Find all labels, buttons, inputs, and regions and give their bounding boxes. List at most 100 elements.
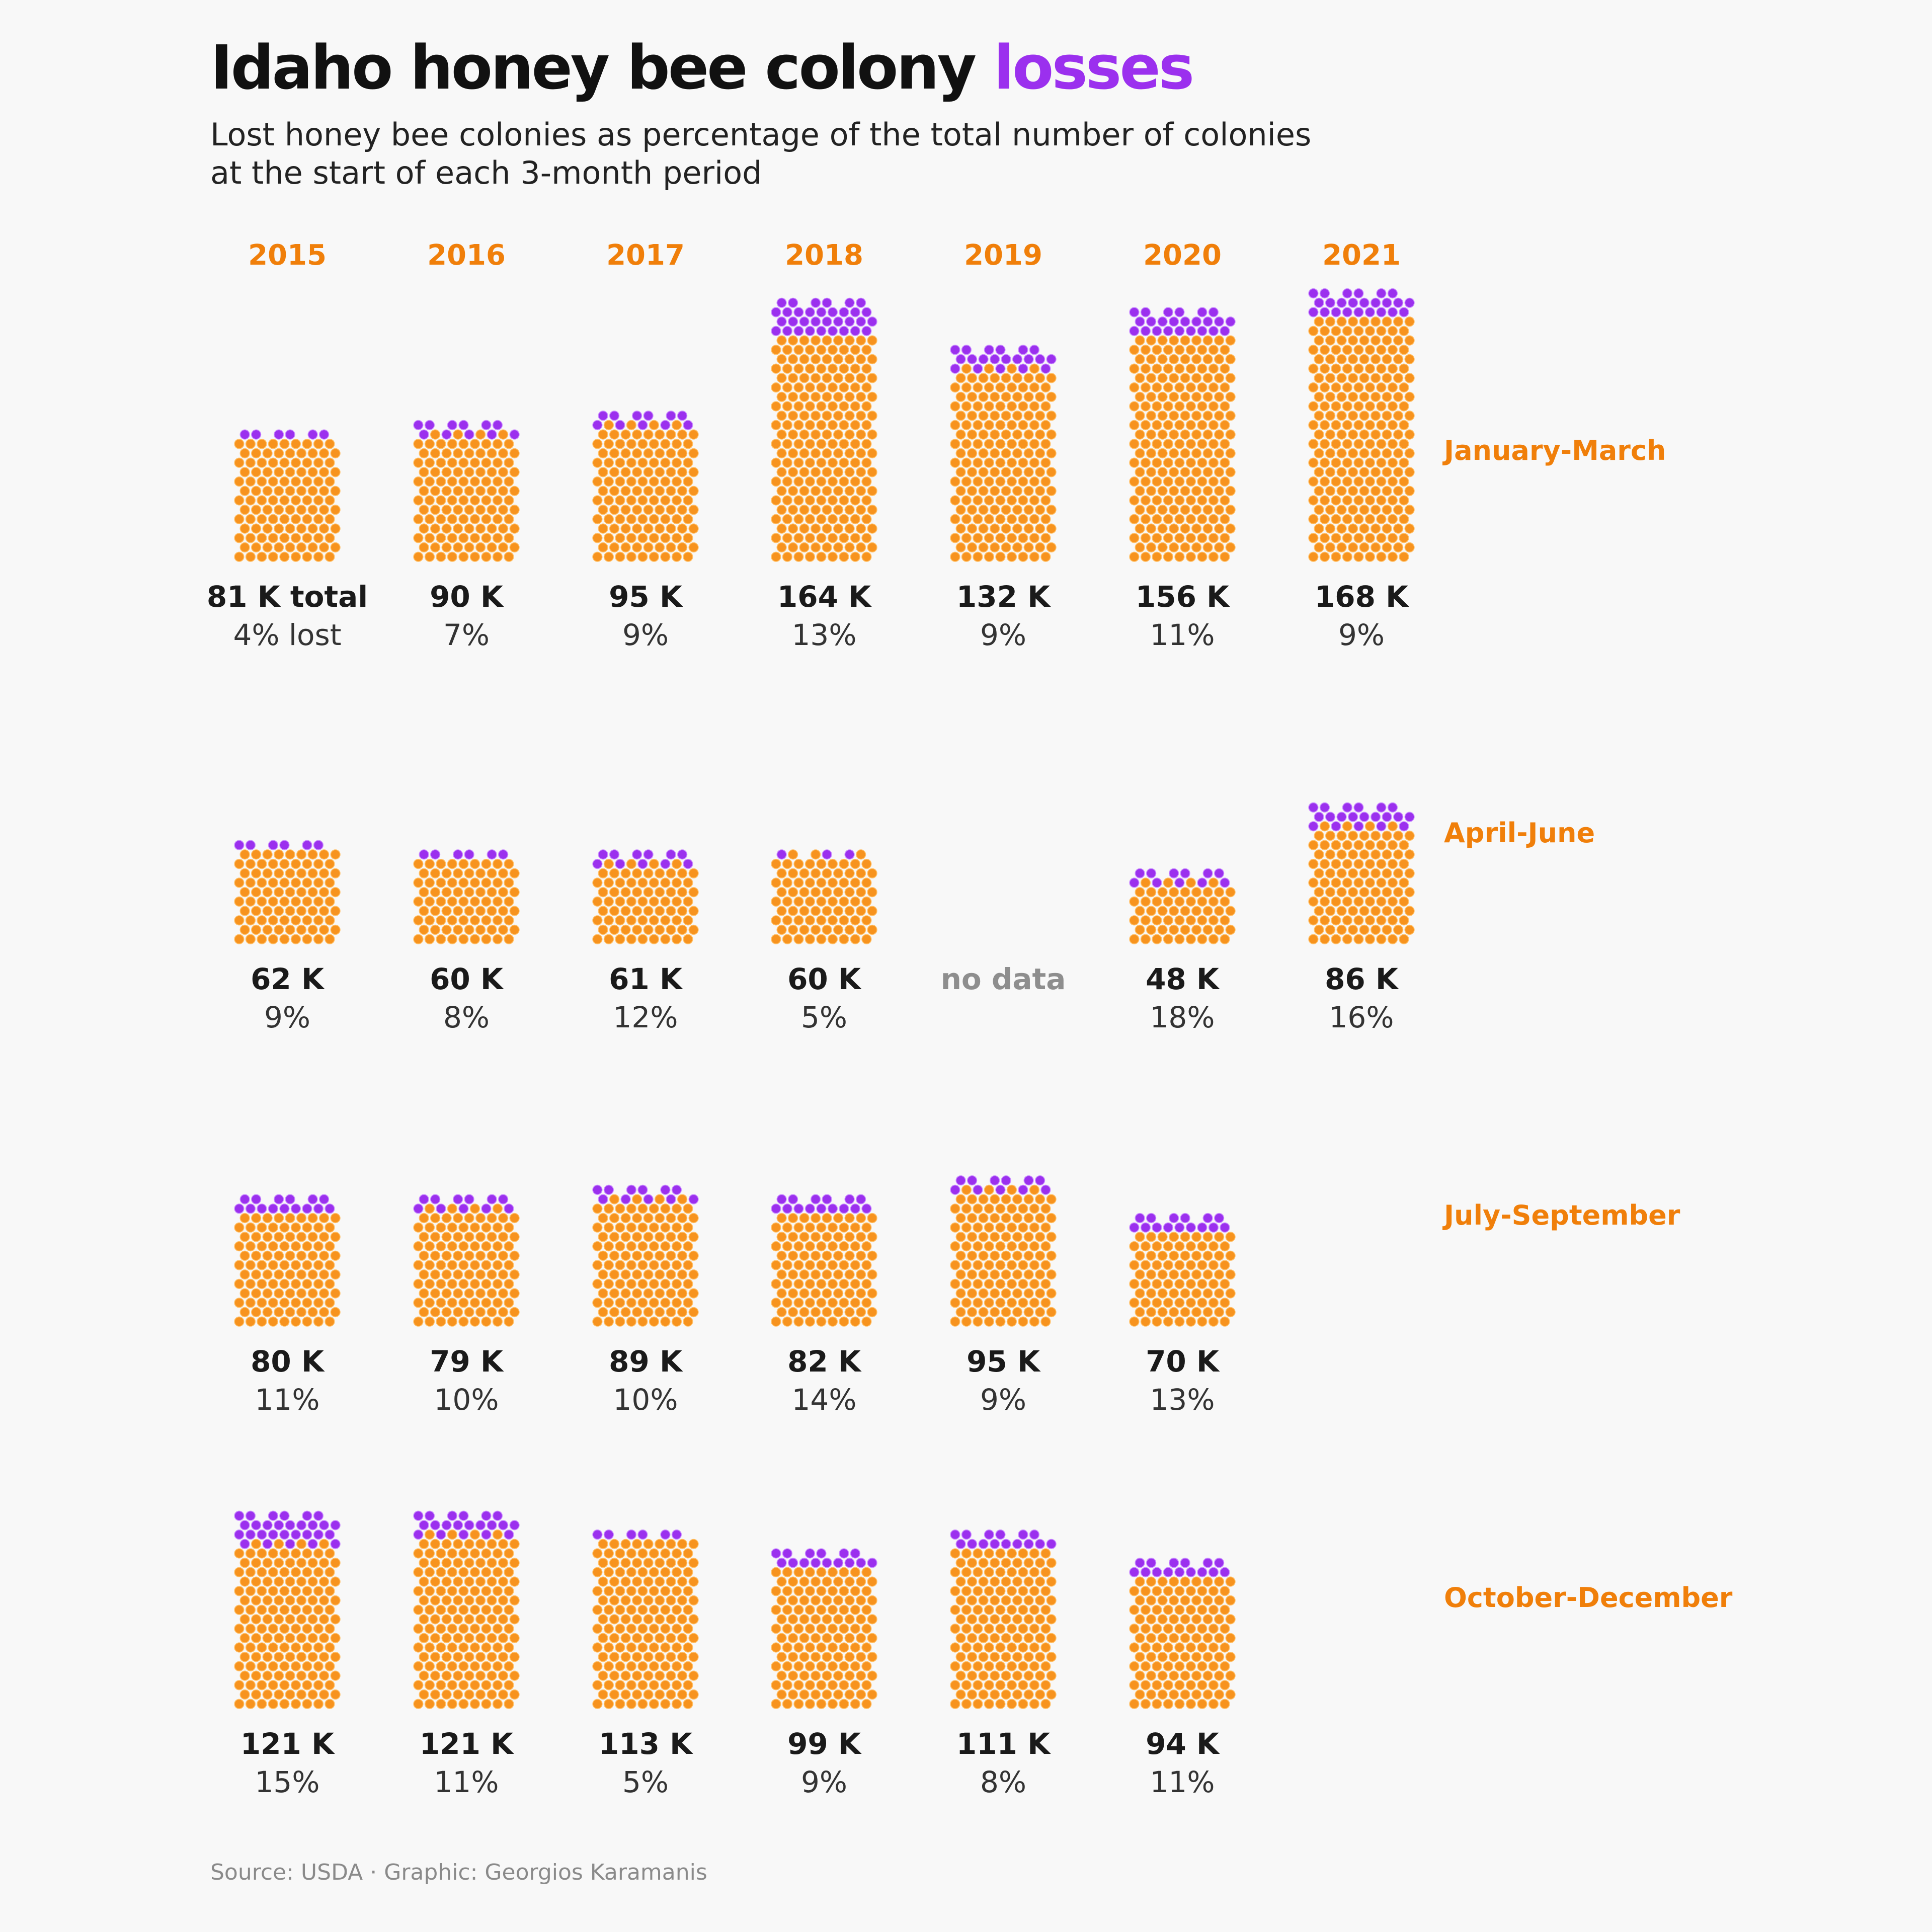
colony-dot bbox=[793, 533, 804, 543]
colony-dot bbox=[1135, 411, 1145, 421]
colony-dot bbox=[273, 1670, 284, 1681]
colony-dot bbox=[318, 1652, 330, 1662]
colony-dot bbox=[1012, 1576, 1023, 1587]
colony-dot bbox=[1382, 486, 1392, 496]
colony-dot bbox=[603, 476, 614, 487]
colony-dot bbox=[855, 411, 866, 421]
colony-dot bbox=[816, 858, 827, 869]
colony-dot bbox=[302, 495, 312, 506]
colony-dot bbox=[1157, 1595, 1168, 1606]
colony-dot bbox=[649, 533, 659, 543]
colony-dot bbox=[1169, 523, 1179, 534]
lost-colony-dot bbox=[1202, 1558, 1213, 1568]
total-label-2017: 61 K bbox=[609, 962, 683, 996]
colony-dot bbox=[793, 382, 804, 393]
colony-dot bbox=[967, 1288, 978, 1299]
colony-dot bbox=[1146, 887, 1157, 898]
colony-dot bbox=[844, 411, 855, 421]
colony-dot bbox=[615, 1624, 625, 1634]
colony-dot bbox=[1157, 1670, 1168, 1681]
colony-dot bbox=[855, 1595, 866, 1606]
colony-dot bbox=[688, 1576, 699, 1587]
colony-dot bbox=[867, 1213, 877, 1224]
colony-dot bbox=[1393, 868, 1404, 878]
lost-colony-dot bbox=[671, 1530, 682, 1540]
colony-dot bbox=[844, 391, 855, 402]
colony-dot bbox=[961, 1661, 972, 1671]
lost-colony-dot bbox=[1129, 877, 1140, 888]
colony-dot bbox=[481, 877, 492, 888]
colony-dot bbox=[1331, 840, 1341, 850]
loss-percent-label-2016: 7% bbox=[443, 618, 490, 652]
lost-colony-dot bbox=[1169, 868, 1179, 878]
total-label-2020: 156 K bbox=[1136, 580, 1230, 614]
colony-dot bbox=[1336, 542, 1347, 553]
colony-dot bbox=[290, 915, 301, 926]
colony-dot bbox=[1018, 533, 1028, 543]
lost-colony-dot bbox=[1001, 354, 1011, 365]
colony-dot bbox=[861, 896, 872, 907]
colony-dot bbox=[598, 542, 608, 553]
colony-dot bbox=[285, 1213, 295, 1224]
colony-dot bbox=[1135, 887, 1145, 898]
colony-dot bbox=[683, 1604, 693, 1615]
colony-dot bbox=[245, 1548, 256, 1559]
colony-dot bbox=[1308, 363, 1319, 374]
colony-dot bbox=[302, 533, 312, 543]
lost-colony-dot bbox=[413, 420, 424, 431]
colony-dot bbox=[441, 486, 452, 496]
colony-dot bbox=[1399, 896, 1409, 907]
colony-dot bbox=[1029, 363, 1039, 374]
colony-stack-april-june-2015 bbox=[234, 840, 341, 944]
colony-dot bbox=[1376, 896, 1387, 907]
colony-dot bbox=[318, 906, 330, 916]
lost-colony-dot bbox=[1135, 868, 1145, 878]
colony-dot bbox=[1029, 1278, 1039, 1289]
colony-dot bbox=[989, 486, 1000, 496]
colony-dot bbox=[816, 1222, 827, 1233]
colony-dot bbox=[313, 896, 324, 907]
lost-colony-dot bbox=[1152, 877, 1162, 888]
colony-dot bbox=[654, 448, 665, 459]
colony-dot bbox=[452, 486, 463, 496]
colony-dot bbox=[1331, 363, 1341, 374]
lost-colony-dot bbox=[967, 354, 978, 365]
colony-dot bbox=[609, 505, 620, 515]
colony-dot bbox=[626, 457, 636, 468]
colony-dot bbox=[1225, 1576, 1236, 1587]
colony-dot bbox=[620, 1269, 631, 1280]
colony-dot bbox=[637, 1548, 648, 1559]
colony-dot bbox=[671, 439, 682, 449]
colony-dot bbox=[273, 887, 284, 898]
colony-dot bbox=[654, 1213, 665, 1224]
colony-dot bbox=[1001, 1652, 1011, 1662]
colony-dot bbox=[861, 345, 872, 355]
lost-colony-dot bbox=[1214, 1213, 1225, 1224]
colony-dot bbox=[413, 1548, 424, 1559]
colony-dot bbox=[839, 1680, 849, 1691]
colony-dot bbox=[239, 1250, 250, 1261]
colony-dot bbox=[1336, 505, 1347, 515]
colony-dot bbox=[850, 401, 860, 412]
colony-dot bbox=[598, 1689, 608, 1700]
lost-colony-dot bbox=[1220, 1222, 1230, 1233]
colony-dot bbox=[984, 1661, 994, 1671]
colony-dot bbox=[509, 1288, 520, 1299]
colony-dot bbox=[626, 514, 636, 525]
colony-dot bbox=[1157, 1652, 1168, 1662]
lost-colony-dot bbox=[776, 297, 787, 308]
colony-dot bbox=[487, 467, 497, 477]
colony-dot bbox=[1220, 363, 1230, 374]
colony-dot bbox=[1325, 316, 1336, 327]
colony-dot bbox=[285, 906, 295, 916]
colony-dot bbox=[1308, 896, 1319, 907]
colony-dot bbox=[279, 439, 290, 449]
loss-percent-label-2018: 13% bbox=[792, 618, 857, 652]
colony-dot bbox=[1364, 345, 1375, 355]
colony-dot bbox=[810, 1307, 821, 1318]
colony-dot bbox=[973, 476, 983, 487]
colony-dot bbox=[498, 448, 509, 459]
colony-dot bbox=[1163, 1278, 1173, 1289]
colony-dot bbox=[1348, 411, 1358, 421]
colony-dot bbox=[325, 1316, 335, 1327]
